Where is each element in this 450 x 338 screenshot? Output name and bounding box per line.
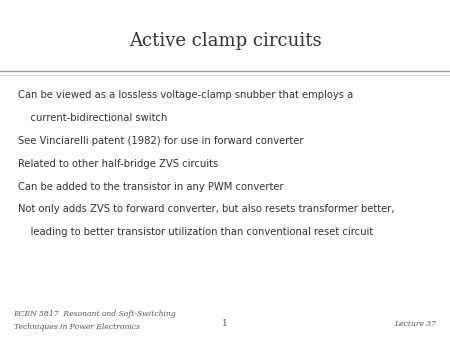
Text: Techniques in Power Electronics: Techniques in Power Electronics [14, 323, 140, 331]
Text: current-bidirectional switch: current-bidirectional switch [18, 113, 167, 123]
Text: Active clamp circuits: Active clamp circuits [129, 31, 321, 50]
Text: Lecture 37: Lecture 37 [394, 320, 436, 328]
Text: Can be added to the transistor in any PWM converter: Can be added to the transistor in any PW… [18, 182, 284, 192]
Text: ECEN 5817  Resonant and Soft-Switching: ECEN 5817 Resonant and Soft-Switching [14, 310, 176, 318]
Text: leading to better transistor utilization than conventional reset circuit: leading to better transistor utilization… [18, 227, 373, 238]
Text: Not only adds ZVS to forward converter, but also resets transformer better,: Not only adds ZVS to forward converter, … [18, 204, 395, 215]
Text: Related to other half-bridge ZVS circuits: Related to other half-bridge ZVS circuit… [18, 159, 218, 169]
Text: See Vinciarelli patent (1982) for use in forward converter: See Vinciarelli patent (1982) for use in… [18, 136, 303, 146]
Text: Can be viewed as a lossless voltage-clamp snubber that employs a: Can be viewed as a lossless voltage-clam… [18, 90, 353, 100]
Text: 1: 1 [222, 319, 228, 328]
